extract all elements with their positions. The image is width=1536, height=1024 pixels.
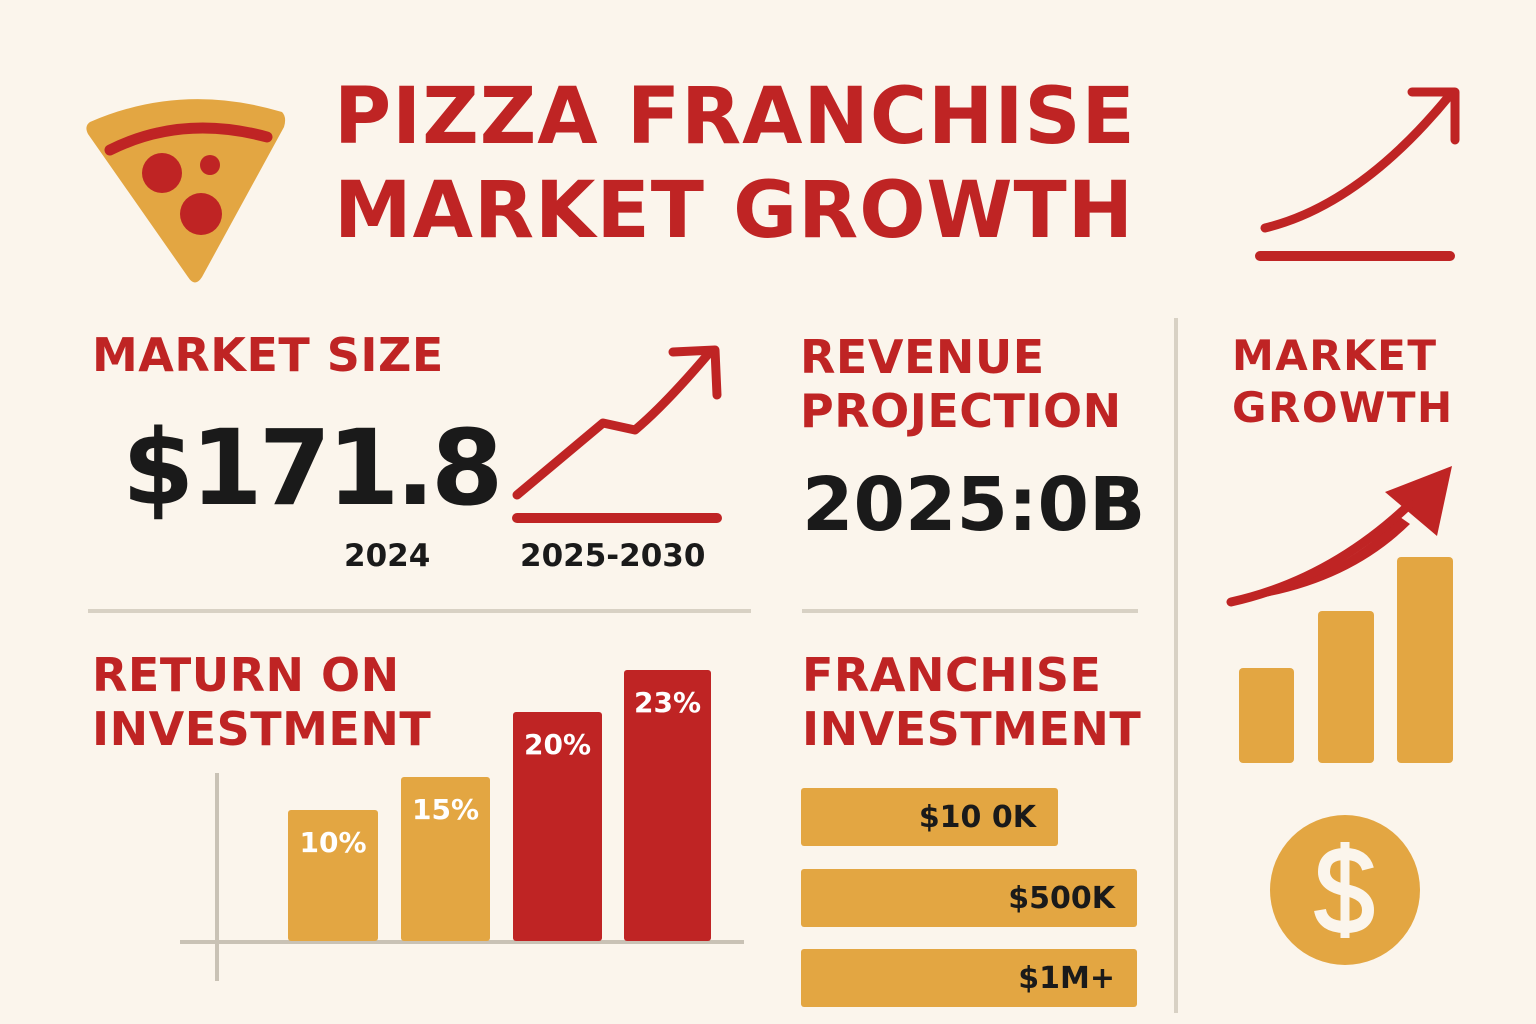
investment-tier-label: $1M+ [1018,960,1115,996]
roi-bar: 20% [513,712,602,941]
franchise-heading-line-1: FRANCHISE [802,648,1102,702]
revenue-projection-value: 2025:0B [802,462,1146,548]
dollar-coin-icon [1270,815,1420,965]
divider-left [88,609,751,613]
investment-tier-bar: $500K [801,869,1137,927]
market-size-value: $171.8 [122,407,503,529]
roi-heading: RETURN ON INVESTMENT [92,648,431,756]
investment-tier-label: $10 0K [918,799,1036,835]
revenue-heading-line-1: REVENUE [800,330,1045,384]
roi-y-axis [215,773,219,981]
market-trend-label: 2025-2030 [520,538,706,574]
revenue-heading-line-2: PROJECTION [800,384,1122,438]
divider-middle [802,609,1138,613]
market-trend-arrow-icon [512,345,722,523]
growth-bar [1239,668,1294,763]
page-title: PIZZA FRANCHISE MARKET GROWTH [334,70,1136,258]
roi-bar-label: 15% [411,793,480,826]
market-growth-line-2: GROWTH [1232,383,1454,432]
market-size-year: 2024 [344,538,431,574]
franchise-investment-heading: FRANCHISE INVESTMENT [802,648,1141,756]
roi-bar-label: 23% [633,686,702,719]
investment-tier-bar: $1M+ [801,949,1137,1007]
roi-bar: 23% [624,670,711,941]
growth-arrow-icon [1226,466,1452,607]
revenue-projection-heading: REVENUE PROJECTION [800,330,1122,438]
growth-bar [1397,557,1453,763]
trend-up-arrow-icon [1255,87,1460,261]
roi-x-axis [180,940,744,944]
investment-tier-label: $500K [1008,880,1115,916]
market-growth-heading: MARKET GROWTH [1232,330,1454,434]
pizza-slice-icon [86,99,286,283]
roi-heading-line-1: RETURN ON [92,648,400,702]
roi-bar: 15% [401,777,490,941]
title-line-1: PIZZA FRANCHISE [334,72,1136,162]
title-line-2: MARKET GROWTH [334,166,1135,256]
market-size-heading: MARKET SIZE [92,328,444,382]
market-growth-line-1: MARKET [1232,331,1438,380]
growth-bar [1318,611,1374,763]
divider-vertical [1174,318,1178,1013]
roi-bar-label: 20% [523,728,592,761]
roi-bar: 10% [288,810,378,941]
roi-heading-line-2: INVESTMENT [92,702,432,756]
franchise-heading-line-2: INVESTMENT [802,702,1142,756]
investment-tier-bar: $10 0K [801,788,1058,846]
roi-bar-label: 10% [299,826,367,859]
